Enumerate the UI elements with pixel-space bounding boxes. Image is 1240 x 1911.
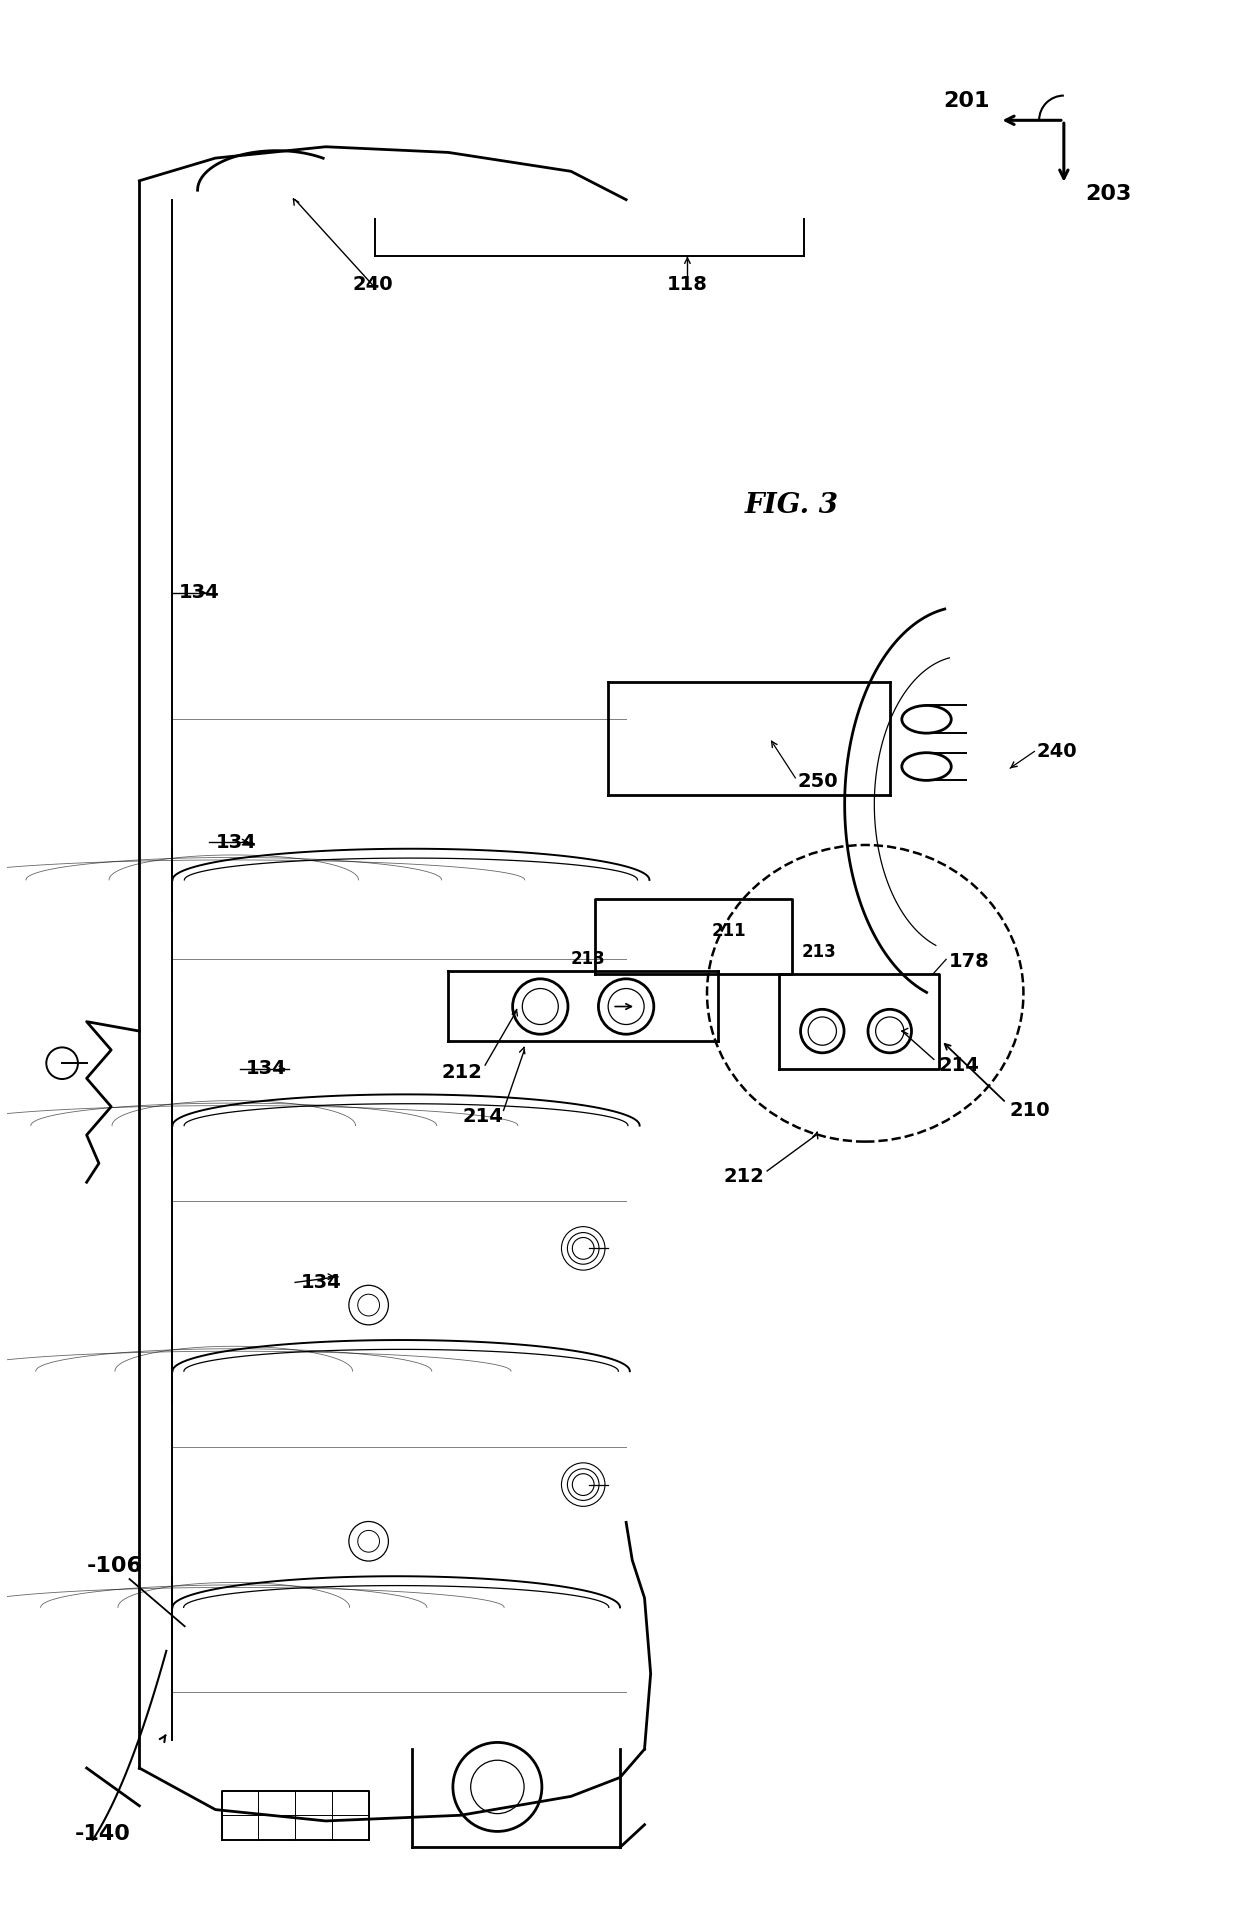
Text: 134: 134 <box>179 583 219 602</box>
Text: 212: 212 <box>724 1168 765 1187</box>
Text: FIG. 3: FIG. 3 <box>745 493 838 520</box>
Text: 134: 134 <box>246 1059 286 1078</box>
Text: -106: -106 <box>87 1556 143 1575</box>
Text: 201: 201 <box>944 90 990 111</box>
Text: 203: 203 <box>1085 185 1132 204</box>
Text: 213: 213 <box>570 950 605 969</box>
Text: 210: 210 <box>1009 1101 1050 1120</box>
Text: 212: 212 <box>441 1063 482 1082</box>
Text: 240: 240 <box>1037 741 1078 761</box>
Text: 118: 118 <box>667 275 708 294</box>
Text: 211: 211 <box>712 921 746 940</box>
Text: 214: 214 <box>939 1055 980 1074</box>
Text: 134: 134 <box>216 833 257 852</box>
Text: 178: 178 <box>949 952 990 971</box>
Text: 240: 240 <box>352 275 393 294</box>
Text: 214: 214 <box>463 1106 503 1126</box>
Text: 213: 213 <box>801 942 836 961</box>
Text: 250: 250 <box>797 772 838 791</box>
Circle shape <box>46 1047 78 1080</box>
Text: -140: -140 <box>74 1823 130 1844</box>
Text: 134: 134 <box>301 1273 342 1292</box>
